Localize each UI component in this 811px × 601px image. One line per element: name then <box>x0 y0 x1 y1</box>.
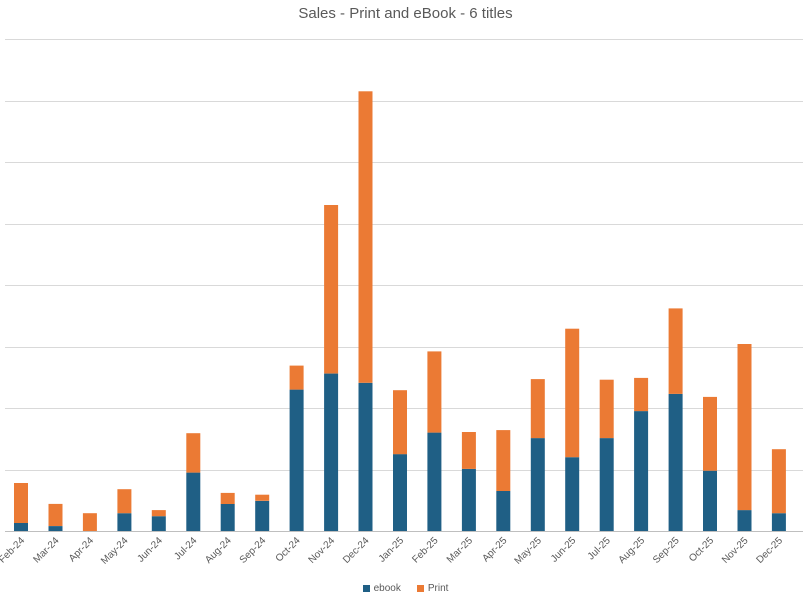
x-tick-label: Jun-25 <box>549 535 579 565</box>
bar-ebook-mar-24 <box>48 526 63 531</box>
bar-print-apr-24 <box>82 513 97 531</box>
bar-print-apr-25 <box>496 430 511 491</box>
x-tick-label: Feb-25 <box>410 535 440 565</box>
bar-ebook-jul-24 <box>186 472 201 531</box>
x-tick-label: Jan-25 <box>377 535 407 565</box>
bar-print-feb-24 <box>14 483 28 523</box>
legend-label-print: Print <box>427 583 449 594</box>
bar-ebook-dec-24 <box>358 382 373 531</box>
bar-print-jun-25 <box>565 328 580 458</box>
bar-print-jul-24 <box>186 433 201 473</box>
x-tick-label: Jul-25 <box>586 535 613 562</box>
x-tick-label: Mar-25 <box>445 535 475 565</box>
bar-ebook-jan-25 <box>393 454 407 531</box>
bar-print-mar-25 <box>461 432 476 469</box>
x-tick-label: Sep-25 <box>651 535 682 566</box>
chart-title: Sales - Print and eBook - 6 titles <box>298 5 513 22</box>
bar-print-aug-24 <box>220 492 235 504</box>
x-tick-label: Aug-25 <box>617 535 648 566</box>
bar-ebook-feb-24 <box>14 523 28 531</box>
x-tick-label: Oct-25 <box>687 535 716 564</box>
bar-print-dec-25 <box>771 449 786 514</box>
bar-print-dec-24 <box>358 91 373 383</box>
legend-swatch-ebook <box>362 585 370 592</box>
bar-ebook-nov-25 <box>737 510 752 531</box>
bar-print-jun-24 <box>151 510 166 517</box>
bar-ebook-mar-25 <box>461 468 476 531</box>
bars <box>14 91 786 531</box>
legend: ebook Print <box>0 583 811 594</box>
x-tick-label: Mar-24 <box>31 535 61 565</box>
legend-item-ebook: ebook <box>362 583 401 594</box>
bar-ebook-jun-24 <box>151 516 166 531</box>
x-tick-label: Oct-24 <box>274 535 303 564</box>
bar-ebook-jul-25 <box>599 438 614 531</box>
x-tick-label: May-25 <box>513 535 545 567</box>
x-tick-label: Apr-24 <box>67 535 96 564</box>
x-tick-label: Apr-25 <box>480 535 509 564</box>
bar-print-sep-24 <box>255 494 270 501</box>
x-axis: Feb-24 Mar-24 Apr-24 May-24 Jun-24 Jul-24 Aug-… <box>0 531 803 567</box>
x-tick-label: Sep-24 <box>238 535 269 566</box>
bar-ebook-may-24 <box>117 513 132 531</box>
bar-ebook-aug-25 <box>634 411 649 531</box>
bar-print-feb-25 <box>427 351 442 433</box>
bar-ebook-dec-25 <box>771 513 786 531</box>
bar-print-jul-25 <box>599 379 614 439</box>
bar-print-sep-25 <box>668 308 683 394</box>
bar-ebook-aug-24 <box>220 503 235 531</box>
x-tick-label: Jul-24 <box>172 535 199 562</box>
bar-ebook-oct-24 <box>289 389 304 531</box>
x-tick-label: Dec-24 <box>341 535 372 566</box>
bar-print-nov-25 <box>737 344 752 511</box>
x-tick-label: Aug-24 <box>203 535 234 566</box>
x-tick-label: Dec-25 <box>754 535 785 566</box>
bar-print-oct-24 <box>289 365 304 390</box>
bar-ebook-sep-25 <box>668 393 683 531</box>
bar-ebook-oct-25 <box>703 470 717 531</box>
legend-item-print: Print <box>416 583 449 594</box>
bar-print-may-24 <box>117 489 132 514</box>
bar-ebook-may-25 <box>530 438 545 531</box>
x-tick-label: Nov-25 <box>720 535 751 566</box>
legend-label-ebook: ebook <box>373 583 401 594</box>
x-tick-label: May-24 <box>99 535 131 567</box>
bar-print-nov-24 <box>324 205 339 374</box>
bar-ebook-apr-25 <box>496 491 511 531</box>
bar-print-jan-25 <box>393 390 407 455</box>
x-tick-label: Feb-24 <box>0 535 27 565</box>
bar-ebook-nov-24 <box>324 373 339 531</box>
bar-print-mar-24 <box>48 503 63 526</box>
bar-ebook-feb-25 <box>427 432 442 531</box>
bar-print-aug-25 <box>634 377 649 412</box>
bar-print-oct-25 <box>703 396 717 471</box>
x-tick-label: Jun-24 <box>136 535 166 565</box>
bar-ebook-sep-24 <box>255 500 270 531</box>
bar-ebook-jun-25 <box>565 457 580 531</box>
legend-swatch-print <box>416 585 424 592</box>
x-tick-label: Nov-24 <box>307 535 338 566</box>
bar-print-may-25 <box>530 379 545 439</box>
